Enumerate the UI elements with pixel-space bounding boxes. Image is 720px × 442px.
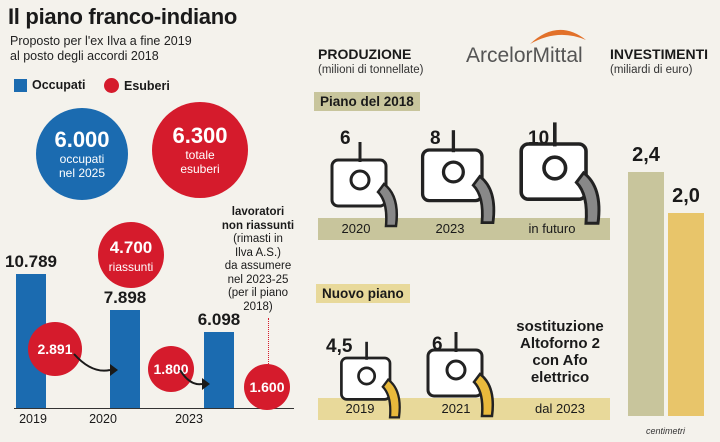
plan-2018-year-2: 2023: [435, 221, 465, 236]
subtitle-line-2: al posto degli accordi 2018: [10, 49, 159, 63]
esuberi-dot-extra: 1.600: [244, 364, 290, 410]
bubble-riassunti: 4.700 riassunti: [98, 222, 164, 288]
note-line-3: (rimasti in: [233, 233, 283, 245]
new-plan-label: Nuovo piano: [316, 284, 410, 303]
note-lavoratori: lavoratori non riassunti (rimasti in Ilv…: [206, 206, 310, 314]
investment-value-2018: 2,4: [632, 144, 660, 166]
bubble-esuberi-totale: 6.300 totale esuberi: [152, 102, 248, 198]
legend-swatch-occupati: [14, 78, 27, 92]
subtitle-line-1: Proposto per l'ex Ilva a fine 2019: [10, 34, 192, 48]
replace-text: sostituzione Altoforno 2 con Afo elettri…: [508, 318, 612, 386]
esuberi-dot-2020: 2.891: [28, 322, 82, 376]
converter-icon-new-2: [426, 332, 494, 418]
subtitle: Proposto per l'ex Ilva a fine 2019 al po…: [10, 34, 250, 64]
bubble-riassunti-value: 4.700: [109, 238, 153, 257]
note-line-2: non riassunti: [221, 219, 295, 232]
note-line-6: nel 2023-25: [227, 273, 289, 286]
legend-esuberi: Esuberi: [104, 78, 170, 93]
plan-2018-value-1: 6: [340, 128, 351, 149]
legend-occupati: Occupati: [14, 78, 86, 92]
plan-2018-year-1: 2020: [341, 221, 371, 236]
source-credit: centimetri: [646, 426, 686, 436]
investment-value-new: 2,0: [672, 185, 700, 207]
legend-label-occupati: Occupati: [32, 78, 86, 92]
esuberi-dot-2023: 1.800: [148, 346, 194, 392]
brand-logo: ArcelorMittal: [466, 44, 583, 67]
converter-icon-2018-3: [519, 122, 601, 225]
replace-line-1: sostituzione: [516, 318, 604, 335]
investimenti-unit: (miliardi di euro): [610, 64, 693, 76]
new-plan-year-3: dal 2023: [535, 401, 585, 416]
bar-occupati-2020: [110, 310, 140, 408]
production-title: PRODUZIONE: [318, 46, 412, 62]
investment-bar-new: [668, 213, 704, 416]
note-line-7: (per il piano: [227, 287, 289, 299]
note-leader-line: [268, 318, 269, 368]
arrow-2023-icon: [179, 369, 210, 390]
plan-2018-label: Piano del 2018: [314, 92, 420, 111]
bubble-occupati-line1: occupati: [59, 152, 105, 166]
new-plan-year-1: 2019: [345, 401, 375, 416]
new-plan-value-2: 6: [432, 334, 443, 355]
bar-value-2019: 10.789: [5, 252, 57, 271]
replace-line-3: con Afo: [532, 352, 588, 369]
xlabel-2023: 2023: [175, 412, 203, 426]
bubble-occupati-2025: 6.000 occupati nel 2025: [36, 108, 128, 200]
investimenti-title: INVESTIMENTI: [610, 46, 709, 62]
converter-icon-2018-1: [330, 142, 398, 228]
bubble-occupati-line2: nel 2025: [58, 166, 106, 180]
new-plan-value-1: 4,5: [326, 336, 353, 357]
converter-icon-new-1: [340, 341, 401, 419]
note-line-4: Ilva A.S.): [234, 246, 282, 259]
legend-label-esuberi: Esuberi: [124, 78, 170, 93]
arrow-2020-icon: [73, 353, 118, 376]
plan-2018-year-3: in futuro: [528, 221, 576, 236]
plan-2018-value-2: 8: [430, 128, 441, 149]
bar-occupati-2023: [204, 332, 234, 408]
note-line-1: lavoratori: [231, 206, 285, 218]
arcelormittal-swoosh-icon: [530, 29, 586, 44]
bubble-occupati-value: 6.000: [54, 127, 110, 152]
note-line-5: da assumere: [224, 260, 292, 272]
bubble-esuberi-line1: totale: [185, 148, 215, 162]
bubble-esuberi-line2: esuberi: [180, 162, 220, 176]
bar-value-2023: 6.098: [197, 310, 241, 329]
new-plan-year-2: 2021: [441, 401, 471, 416]
note-line-8: 2018): [243, 300, 273, 313]
replace-line-4: elettrico: [530, 369, 590, 386]
chart-baseline: [14, 408, 294, 409]
converter-icon-2018-2: [420, 130, 496, 224]
bubble-riassunti-line1: riassunti: [108, 260, 154, 274]
legend-swatch-esuberi: [104, 78, 119, 93]
page-title: Il piano franco-indiano: [8, 4, 237, 29]
xlabel-2020: 2020: [89, 412, 117, 426]
bubble-esuberi-value: 6.300: [172, 123, 228, 148]
xlabel-2019: 2019: [19, 412, 47, 426]
investment-bar-2018: [628, 172, 664, 416]
production-unit: (milioni di tonnellate): [318, 64, 424, 76]
bar-value-2020: 7.898: [103, 288, 147, 307]
replace-line-2: Altoforno 2: [520, 335, 600, 352]
